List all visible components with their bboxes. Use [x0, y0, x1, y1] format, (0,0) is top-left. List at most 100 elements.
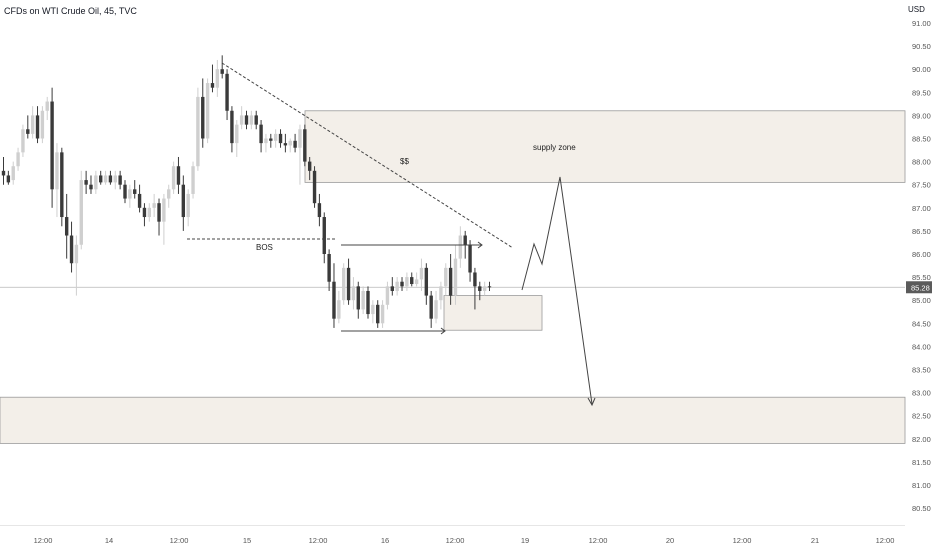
x-tick-label: 12:00 — [876, 536, 895, 545]
candle-body — [400, 281, 404, 287]
projection-path — [521, 176, 593, 405]
x-tick-label: 16 — [381, 536, 389, 545]
x-tick-label: 12:00 — [34, 536, 53, 545]
candle-body — [424, 267, 429, 296]
candle-body — [307, 161, 312, 171]
candle-body — [434, 300, 438, 319]
candle-body — [283, 143, 288, 146]
y-tick-label: 82.00 — [912, 435, 931, 444]
candle-body — [55, 152, 59, 190]
candle-body — [45, 101, 49, 111]
y-tick-label: 84.50 — [912, 319, 931, 328]
candle-body — [264, 138, 268, 144]
y-tick-label: 83.50 — [912, 366, 931, 375]
x-tick-label: 15 — [243, 536, 251, 545]
currency-label: USD — [908, 5, 925, 14]
candle-body — [327, 254, 331, 282]
candle-body — [84, 180, 88, 185]
y-tick-label: 90.50 — [912, 42, 931, 51]
candle-body — [235, 124, 239, 144]
candle-body — [293, 140, 297, 148]
range-arrow-head — [440, 327, 446, 335]
y-tick-label: 90.00 — [912, 65, 931, 74]
candle-body — [215, 69, 220, 88]
candle-body — [317, 203, 322, 218]
y-tick-label: 85.50 — [912, 273, 931, 282]
candle-body — [50, 101, 54, 190]
y-tick-label: 81.00 — [912, 481, 931, 490]
candle-body — [157, 203, 161, 222]
candle-body — [410, 277, 414, 285]
candle-body — [478, 286, 482, 291]
candle-body — [176, 166, 181, 185]
x-tick-label: 21 — [811, 536, 819, 545]
candle-body — [94, 175, 98, 190]
candle-body — [259, 124, 263, 144]
candle-body — [205, 83, 210, 139]
y-tick-label: 88.50 — [912, 135, 931, 144]
y-tick-label: 89.50 — [912, 88, 931, 97]
candle-body — [439, 286, 443, 301]
candle-body — [385, 286, 390, 305]
candle-body — [6, 175, 11, 183]
candle-body — [458, 235, 463, 259]
candle-body — [303, 129, 307, 162]
candle-body — [162, 198, 166, 222]
candle-body — [99, 175, 103, 183]
candle-body — [113, 175, 117, 183]
y-tick-label: 91.00 — [912, 19, 931, 28]
candle-body — [395, 281, 399, 291]
candle-body — [366, 290, 370, 315]
candle-body — [196, 96, 200, 167]
candle-body — [74, 244, 79, 264]
candle-body — [60, 152, 64, 218]
y-tick-label: 84.00 — [912, 342, 931, 351]
candle-body — [35, 115, 40, 139]
x-tick-label: 14 — [105, 536, 113, 545]
candle-body — [30, 115, 35, 134]
candle-body — [298, 129, 302, 148]
candle-body — [448, 267, 453, 296]
candle-body — [376, 304, 380, 324]
candle-body — [230, 110, 234, 144]
candle-body — [249, 115, 254, 125]
x-tick-label: 12:00 — [446, 536, 465, 545]
projection-arrowhead — [587, 397, 596, 407]
candle-body — [312, 170, 317, 204]
candle-body — [273, 133, 278, 141]
y-tick-label: 80.50 — [912, 504, 931, 513]
candle-body — [390, 286, 394, 291]
candle-body — [254, 115, 258, 125]
candle-body — [463, 235, 467, 245]
y-tick-label: 88.00 — [912, 158, 931, 167]
candle-body — [429, 295, 433, 319]
candle-body — [118, 175, 122, 185]
candle-body — [444, 267, 448, 287]
candle-body — [40, 110, 45, 139]
candle-body — [147, 207, 151, 218]
y-tick-label: 87.50 — [912, 181, 931, 190]
candle-body — [351, 286, 356, 301]
candle-body — [322, 217, 326, 254]
y-tick-label: 86.50 — [912, 227, 931, 236]
candle-body — [64, 217, 69, 236]
trendline — [221, 62, 514, 249]
candle-body — [191, 166, 195, 194]
annotation-bos: BOS — [256, 243, 273, 252]
y-tick-label: 86.00 — [912, 250, 931, 259]
candle-body — [142, 207, 147, 218]
y-tick-label: 87.00 — [912, 204, 931, 213]
candle-body — [405, 277, 409, 287]
zone-entry — [443, 295, 543, 331]
candle-body — [123, 184, 127, 199]
x-tick-label: 12:00 — [309, 536, 328, 545]
candle-body — [371, 304, 375, 315]
candle-body — [414, 279, 419, 285]
candle-body — [482, 286, 487, 291]
candle-body — [79, 180, 83, 245]
y-tick-label: 85.00 — [912, 296, 931, 305]
candle-body — [220, 69, 224, 74]
y-tick-label: 81.50 — [912, 458, 931, 467]
